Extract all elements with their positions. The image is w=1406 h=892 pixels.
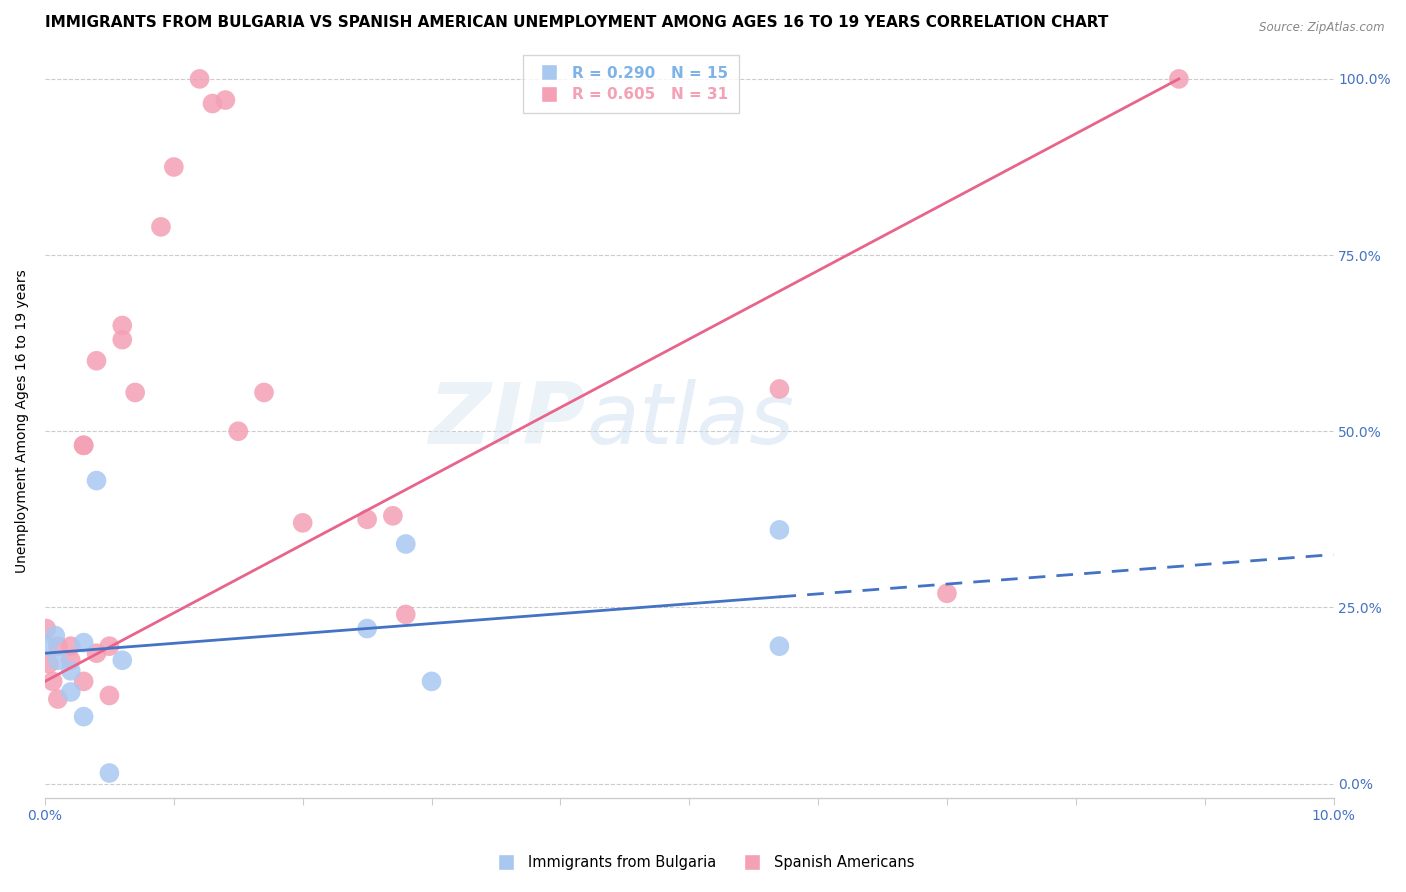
Legend: Immigrants from Bulgaria, Spanish Americans: Immigrants from Bulgaria, Spanish Americ…	[485, 849, 921, 876]
Point	[768, 382, 790, 396]
Text: Source: ZipAtlas.com: Source: ZipAtlas.com	[1260, 21, 1385, 34]
Point	[72, 709, 94, 723]
Point	[44, 629, 66, 643]
Point	[111, 653, 134, 667]
Point	[936, 586, 959, 600]
Point	[35, 622, 58, 636]
Point	[59, 664, 82, 678]
Point	[356, 512, 378, 526]
Point	[59, 653, 82, 667]
Point	[356, 622, 378, 636]
Point	[86, 353, 108, 368]
Legend: R = 0.290   N = 15, R = 0.605   N = 31: R = 0.290 N = 15, R = 0.605 N = 31	[523, 55, 740, 112]
Y-axis label: Unemployment Among Ages 16 to 19 years: Unemployment Among Ages 16 to 19 years	[15, 268, 30, 573]
Point	[41, 674, 63, 689]
Point	[395, 607, 418, 622]
Point	[111, 333, 134, 347]
Point	[163, 160, 186, 174]
Point	[98, 766, 121, 780]
Point	[59, 685, 82, 699]
Text: atlas: atlas	[586, 379, 794, 462]
Point	[420, 674, 443, 689]
Point	[38, 657, 60, 671]
Point	[201, 96, 224, 111]
Point	[46, 639, 69, 653]
Point	[59, 639, 82, 653]
Text: IMMIGRANTS FROM BULGARIA VS SPANISH AMERICAN UNEMPLOYMENT AMONG AGES 16 TO 19 YE: IMMIGRANTS FROM BULGARIA VS SPANISH AMER…	[45, 15, 1108, 30]
Point	[72, 438, 94, 452]
Point	[253, 385, 276, 400]
Point	[111, 318, 134, 333]
Point	[37, 639, 59, 653]
Point	[86, 474, 108, 488]
Point	[46, 653, 69, 667]
Point	[72, 438, 94, 452]
Point	[291, 516, 314, 530]
Point	[124, 385, 146, 400]
Point	[188, 71, 211, 86]
Point	[768, 523, 790, 537]
Point	[768, 639, 790, 653]
Point	[381, 508, 404, 523]
Point	[86, 646, 108, 660]
Point	[395, 537, 418, 551]
Point	[72, 674, 94, 689]
Point	[149, 219, 172, 234]
Point	[226, 424, 249, 438]
Point	[72, 635, 94, 649]
Point	[1167, 71, 1189, 86]
Point	[98, 639, 121, 653]
Point	[214, 93, 236, 107]
Point	[46, 692, 69, 706]
Text: ZIP: ZIP	[429, 379, 586, 462]
Point	[98, 689, 121, 703]
